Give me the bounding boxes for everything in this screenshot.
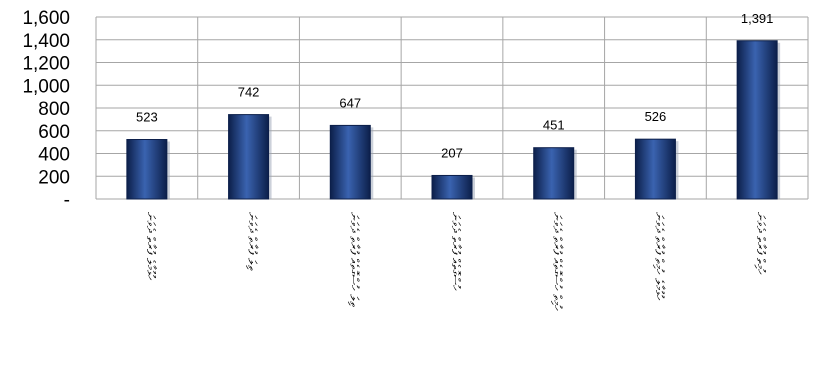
bar xyxy=(736,40,778,200)
x-category-label: ހުމިތް ހުސްގޮތެއް ފުރާތް ދެވަނަ xyxy=(551,212,565,311)
bar xyxy=(431,174,473,200)
x-category-label: ތިލަ ފުރާތް ދެވަނަ xyxy=(246,212,260,271)
y-tick-label: 1,400 xyxy=(22,31,70,52)
y-tick-label: - xyxy=(64,190,70,211)
x-category-label: ހުސްގޮތެއް ފުރާތް ދެވަނަ xyxy=(449,212,463,291)
x-axis-categories: ހުޅުމާލެ ފުރާތް ދެވަނަ ތިލަ ފުރާތް ދެވަނަ… xyxy=(144,212,768,311)
data-label: 526 xyxy=(645,109,667,124)
y-tick-label: 1,000 xyxy=(22,76,70,97)
data-label: 647 xyxy=(339,95,361,110)
bar xyxy=(533,147,575,200)
data-label: 742 xyxy=(238,85,260,100)
x-category-label: ތިލަ ހުސްގޮތެއް ފުރާތް ދެވަނަ xyxy=(347,212,361,307)
bars xyxy=(126,40,781,200)
x-category-label: ހުޅުމާލެ ހުމިތް ފުރާތް ދެވަނަ xyxy=(652,212,666,301)
bar xyxy=(329,124,371,200)
x-category-label: ހުމިތް ފުރާތް ދެވަނަ xyxy=(754,212,768,275)
y-tick-label: 800 xyxy=(38,99,70,120)
x-category-label: ހުޅުމާލެ ފުރާތް ދެވަނަ xyxy=(144,212,158,281)
gridlines xyxy=(95,16,809,200)
y-tick-label: 400 xyxy=(38,145,70,166)
data-labels: 523 742 647 207 451 526 1,391 xyxy=(136,11,773,161)
data-label: 451 xyxy=(543,118,565,133)
data-label: 1,391 xyxy=(741,11,774,26)
data-label: 207 xyxy=(441,145,463,160)
bar xyxy=(126,139,168,200)
data-label: 523 xyxy=(136,110,158,125)
y-tick-label: 600 xyxy=(38,122,70,143)
bar xyxy=(228,114,270,200)
bar xyxy=(634,138,676,200)
y-tick-label: 1,200 xyxy=(22,54,70,75)
y-tick-label: 200 xyxy=(38,167,70,188)
y-tick-label: 1,600 xyxy=(22,8,70,29)
